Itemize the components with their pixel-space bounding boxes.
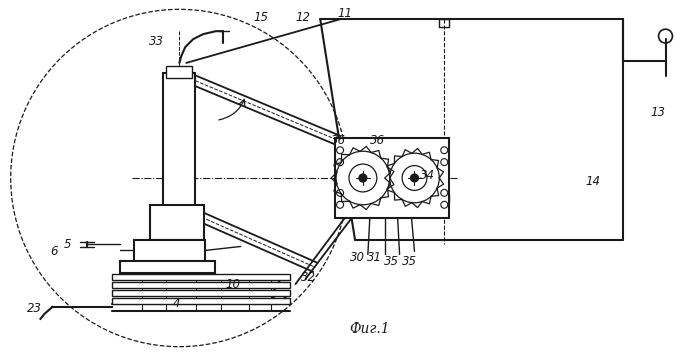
Text: 13: 13	[650, 106, 665, 119]
Bar	[167, 66, 193, 78]
Text: 30: 30	[351, 251, 365, 264]
Text: 33: 33	[149, 35, 164, 47]
Text: 35: 35	[384, 255, 399, 268]
Text: 4: 4	[173, 297, 180, 310]
Text: 11: 11	[337, 7, 353, 20]
Bar	[120, 261, 215, 273]
Text: 15: 15	[253, 11, 268, 24]
Bar	[150, 205, 204, 240]
Bar	[112, 290, 290, 296]
Text: 23: 23	[27, 302, 42, 315]
Bar	[335, 138, 449, 218]
Bar	[112, 274, 290, 280]
Text: Фиг.1: Фиг.1	[349, 322, 390, 336]
Text: 32: 32	[301, 271, 316, 284]
Bar	[112, 298, 290, 304]
Text: 6: 6	[50, 245, 58, 258]
Bar	[112, 282, 290, 288]
Text: 36: 36	[370, 134, 385, 147]
Circle shape	[390, 153, 440, 203]
Text: 10: 10	[225, 278, 240, 291]
Text: 12: 12	[296, 11, 311, 24]
Text: 36: 36	[330, 134, 346, 147]
Bar	[134, 240, 205, 261]
Text: 35: 35	[402, 255, 417, 268]
Circle shape	[359, 174, 367, 182]
Text: 34: 34	[420, 169, 435, 182]
Circle shape	[336, 151, 390, 205]
Text: 5: 5	[64, 238, 71, 251]
Text: 14: 14	[586, 176, 601, 188]
Text: 31: 31	[368, 251, 382, 264]
Circle shape	[410, 174, 419, 182]
Bar	[164, 73, 195, 207]
